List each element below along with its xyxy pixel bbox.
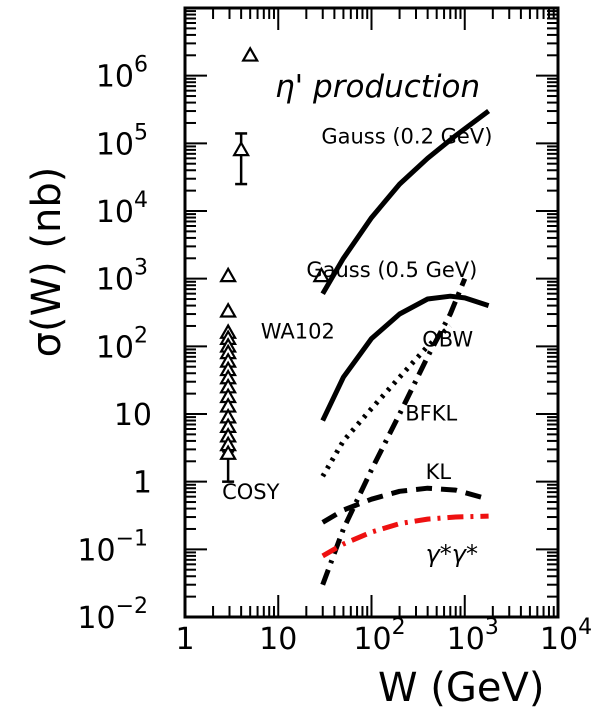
data-point-triangle: [219, 444, 238, 460]
y-tick-label: 102: [96, 323, 148, 365]
curve-label: γ*γ*: [426, 540, 478, 568]
y-tick-label: 106: [96, 53, 148, 95]
data-point-triangle: [232, 140, 251, 157]
y-tick-label: 1: [133, 466, 152, 501]
x-tick-label: 104: [540, 615, 592, 657]
x-axis-label: W (GeV): [378, 665, 544, 711]
curve-label: KL: [426, 460, 452, 484]
series-line-gauss-0-5-gev-: [320, 293, 490, 422]
y-tick-label: 103: [96, 256, 148, 298]
series-line-bfkl: [320, 324, 452, 478]
data-point-triangle: [219, 266, 238, 283]
chart-title: η' production: [275, 69, 480, 105]
series-line--: [321, 513, 489, 559]
y-tick-label: 10−1: [77, 526, 148, 568]
annotation-layer: Gauss (0.2 GeV) Gauss (0.5 GeV) WA102 OBW BF…: [222, 124, 492, 568]
x-tick-label: 10: [259, 622, 297, 657]
y-axis-label: σ(W) (nb): [24, 167, 70, 358]
data-point-triangle: [312, 266, 331, 283]
series-line-kl: [321, 485, 490, 525]
series-line-obw: [320, 277, 468, 586]
x-tick-label: 1: [175, 622, 194, 657]
curve-label: Gauss (0.2 GeV): [321, 124, 492, 148]
y-tick-label: 105: [96, 120, 148, 162]
curve-label: Gauss (0.5 GeV): [306, 258, 477, 282]
curve-label: COSY: [222, 480, 280, 504]
series-line-gauss-0-2-gev-: [320, 108, 491, 295]
curve-label: BFKL: [405, 402, 457, 426]
data-point-triangle: [219, 302, 238, 318]
points-layer: [219, 46, 331, 483]
axes-layer: 1 10 102 103 104 10−2 10−1 1 10 102 103 104 105 106: [77, 6, 592, 657]
y-tick-label: 10−2: [77, 594, 148, 636]
data-point-triangle: [241, 46, 260, 62]
x-tick-label: 102: [353, 615, 405, 657]
y-tick-label: 104: [96, 188, 148, 230]
x-tick-label: 103: [447, 615, 499, 657]
series-layer: [320, 108, 491, 586]
curve-label: OBW: [422, 327, 473, 351]
y-tick-label: 10: [114, 398, 152, 433]
curve-label: WA102: [261, 320, 335, 344]
